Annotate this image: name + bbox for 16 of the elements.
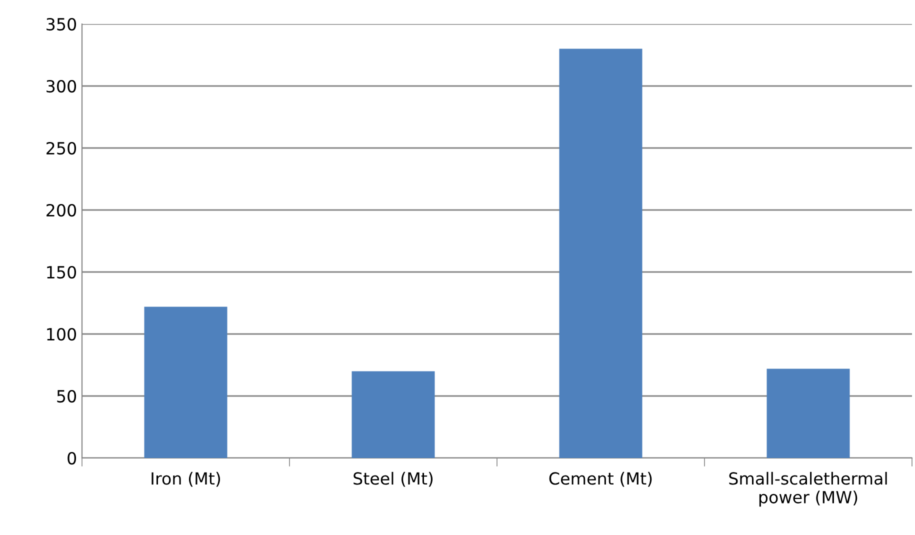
x-tick-label: Iron (Mt) <box>152 472 220 487</box>
bar <box>144 306 228 458</box>
x-tick-label: Small-scalethermal power (MW) <box>729 472 887 507</box>
y-tick-label: 100 <box>47 328 76 341</box>
y-tick-label: 350 <box>46 18 76 31</box>
y-tick-label: 0 <box>68 452 76 465</box>
x-tick-label: Cement (Mt) <box>549 472 652 487</box>
y-tick-label: 300 <box>46 80 76 93</box>
y-tick-label: 150 <box>47 266 76 279</box>
bar <box>766 368 850 458</box>
x-tick-label: Steel (Mt) <box>354 472 433 487</box>
y-tick-label: 200 <box>46 204 76 217</box>
bar <box>559 48 642 458</box>
bar <box>352 371 435 458</box>
y-tick-label: 250 <box>46 142 76 155</box>
y-tick-label: 50 <box>57 390 76 403</box>
